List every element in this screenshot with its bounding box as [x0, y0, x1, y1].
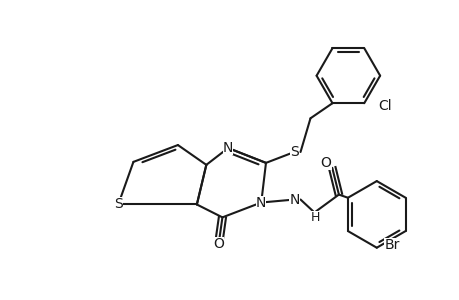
- Text: N: N: [256, 196, 266, 209]
- Text: Cl: Cl: [378, 99, 392, 113]
- Text: N: N: [289, 193, 299, 206]
- Text: O: O: [320, 156, 331, 170]
- Text: N: N: [223, 141, 233, 155]
- Text: O: O: [213, 237, 224, 251]
- Text: Br: Br: [384, 238, 399, 252]
- Text: H: H: [311, 211, 320, 224]
- Text: S: S: [289, 145, 298, 159]
- Text: S: S: [114, 197, 123, 212]
